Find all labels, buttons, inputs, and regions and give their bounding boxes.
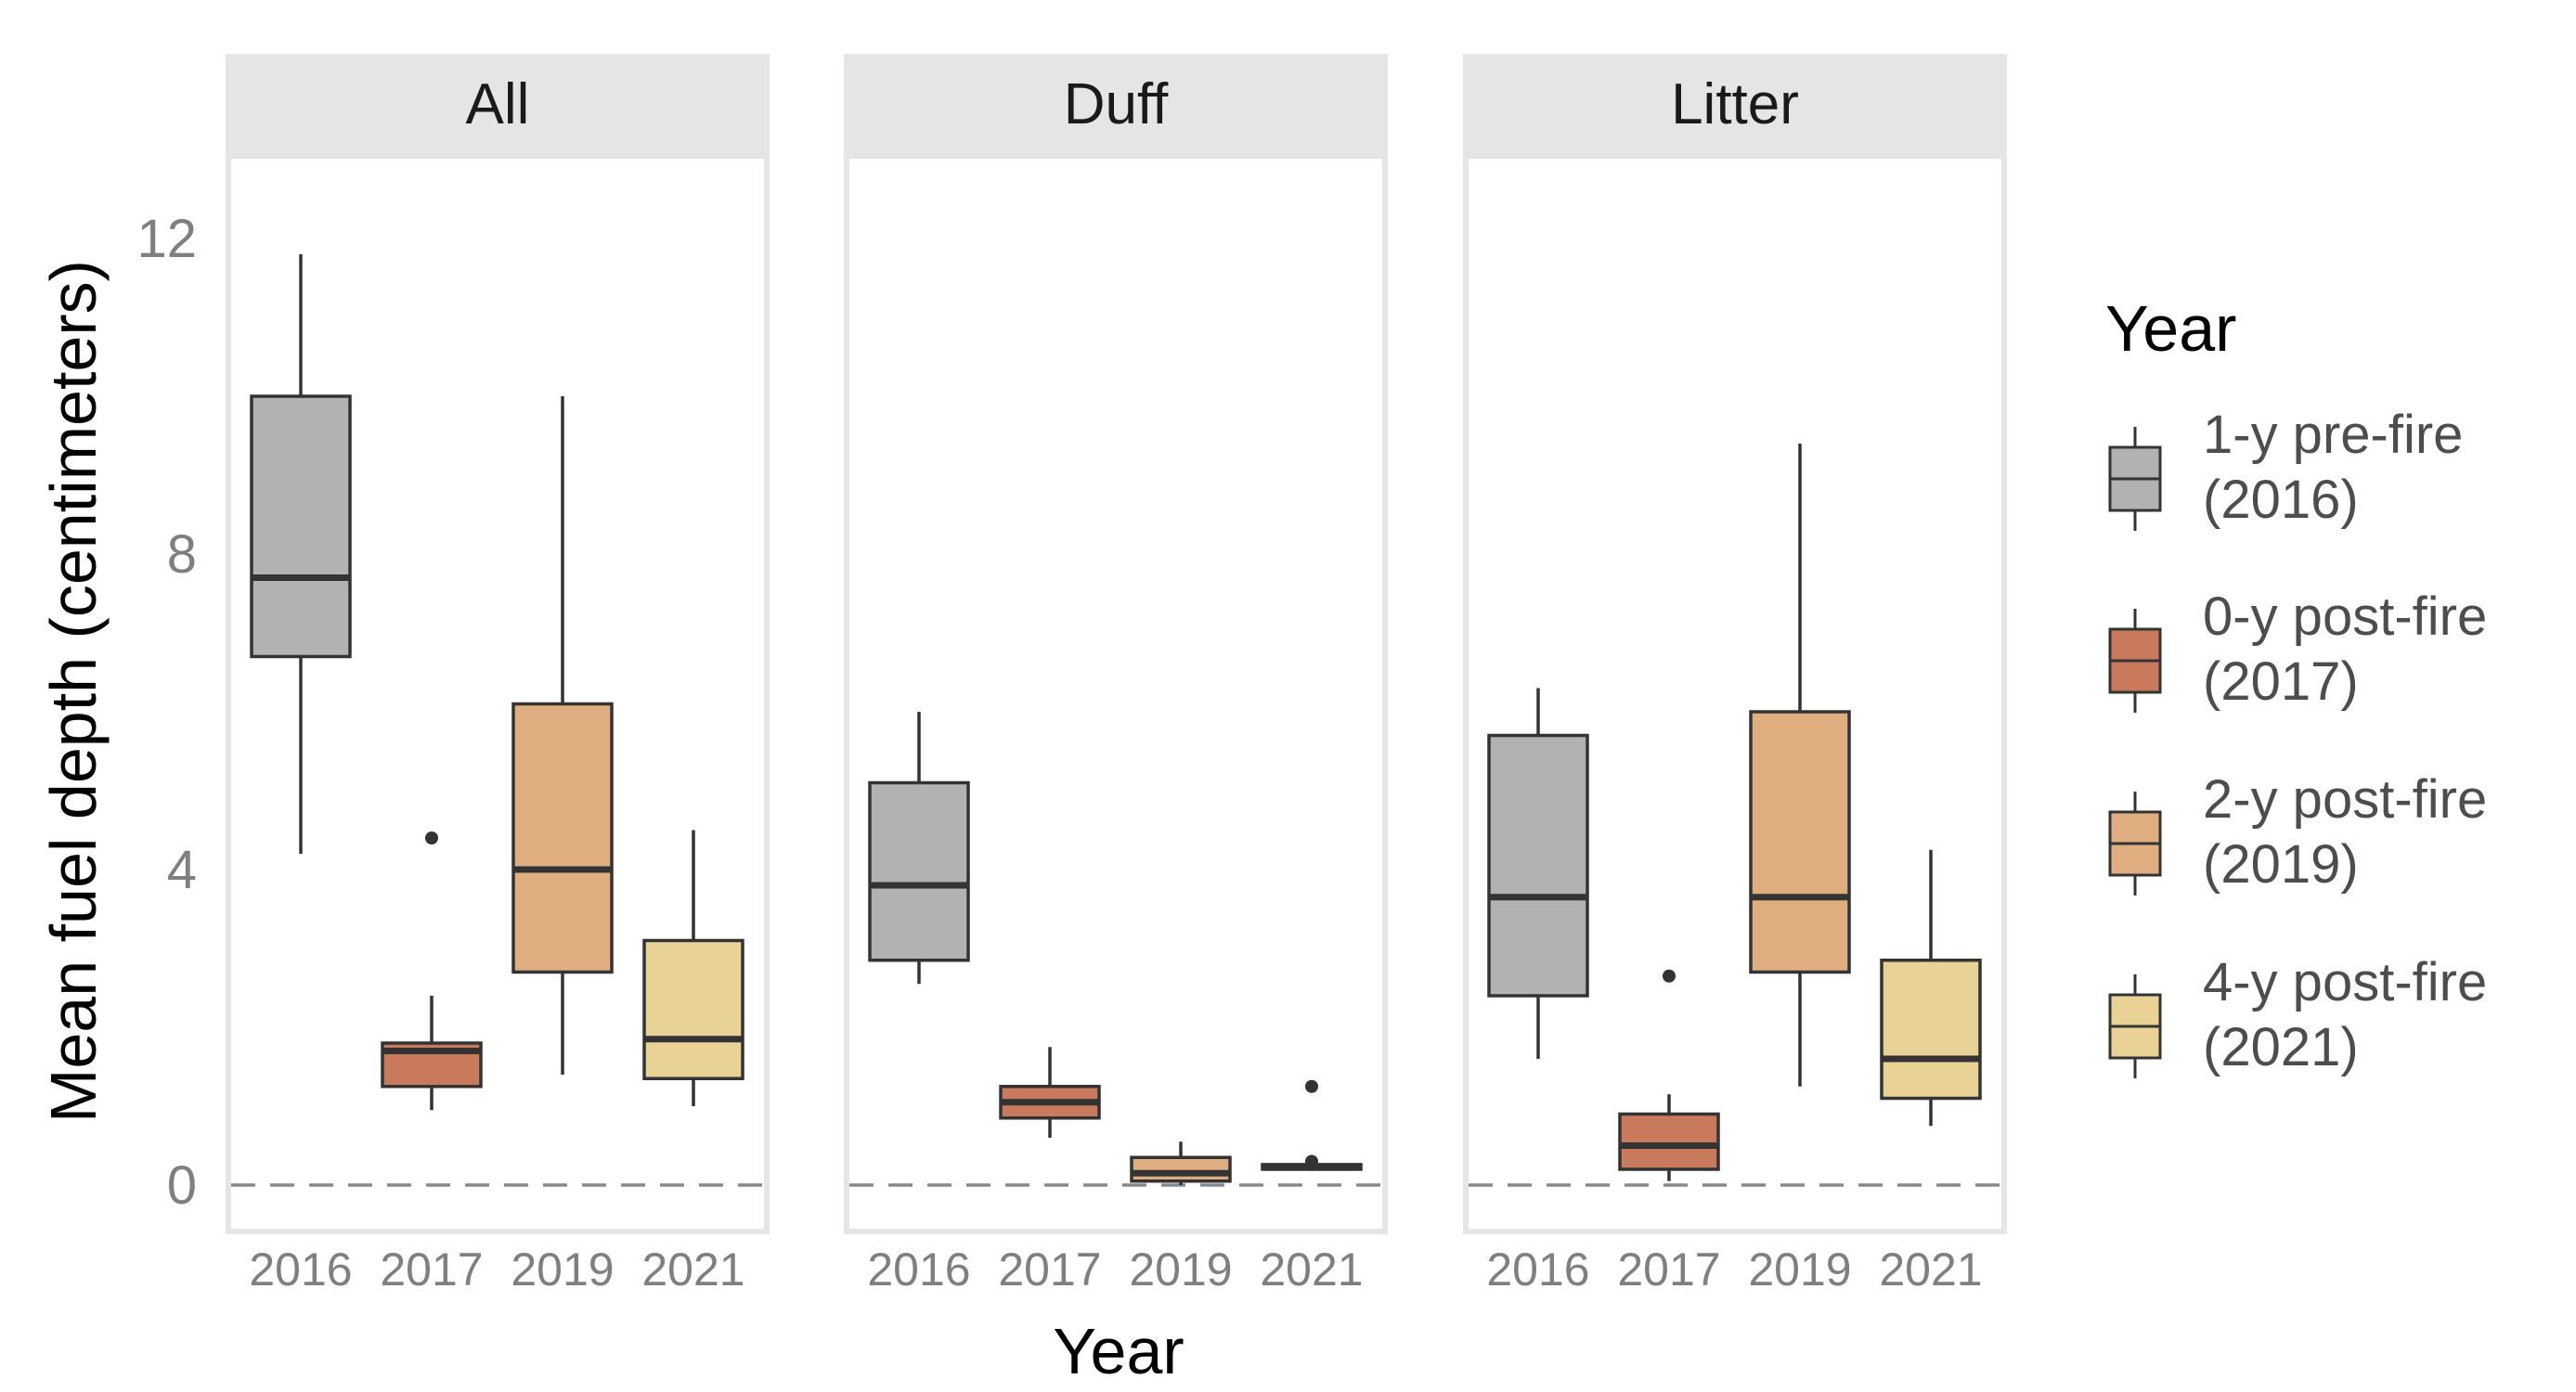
x-tick-label: 2021 <box>1879 1244 1982 1295</box>
legend-item-2021: 4-y post-fire(2021) <box>2108 952 2487 1078</box>
box-duff-2019 <box>1130 1141 1232 1185</box>
box-iqr <box>1130 1155 1232 1183</box>
box-duff-2016 <box>868 712 970 985</box>
box-iqr <box>1880 959 1982 1101</box>
y-tick-label: 0 <box>167 1155 197 1216</box>
x-tick-label: 2021 <box>641 1244 744 1295</box>
legend-label-line1: 0-y post-fire <box>2203 586 2487 647</box>
legend-item-2016: 1-y pre-fire(2016) <box>2108 405 2463 531</box>
x-tick-label: 2016 <box>249 1244 352 1295</box>
x-tick-label: 2016 <box>867 1244 970 1295</box>
outlier-point <box>425 831 438 844</box>
facet-panel-all: All 2016 2017 2019 2021 <box>226 54 770 1295</box>
outlier-point <box>1305 1079 1318 1093</box>
x-tick-label: 2017 <box>380 1244 483 1295</box>
legend-label-line2: (2016) <box>2203 470 2359 530</box>
x-tick-label: 2021 <box>1260 1244 1363 1295</box>
x-tick-label: 2019 <box>1129 1244 1232 1295</box>
box-iqr <box>250 394 352 659</box>
legend-label-line2: (2019) <box>2203 834 2359 895</box>
x-tick-label: 2017 <box>1617 1244 1720 1295</box>
y-axis-title: Mean fuel depth (centimeters) <box>37 260 110 1123</box>
panel-border <box>844 153 1388 1234</box>
box-all-2019 <box>511 396 614 1075</box>
box-duff-2021 <box>1261 1079 1363 1171</box>
legend-title: Year <box>2105 292 2236 365</box>
outlier-point <box>1663 969 1676 983</box>
y-tick-label: 8 <box>167 524 197 585</box>
facet-strip-label: Litter <box>1671 72 1799 136</box>
box-litter-2017 <box>1618 969 1720 1181</box>
box-iqr <box>868 780 970 962</box>
facet-strip <box>1463 54 2007 156</box>
facet-strip-label: Duff <box>1064 72 1169 136</box>
legend-label-line1: 2-y post-fire <box>2203 769 2487 830</box>
x-axis-title: Year <box>1053 1315 1184 1387</box>
box-all-2016 <box>250 254 352 854</box>
legend-label-line1: 1-y pre-fire <box>2203 405 2463 465</box>
facet-strip <box>226 54 770 156</box>
box-all-2017 <box>381 831 483 1111</box>
y-tick-label: 12 <box>136 209 197 269</box>
facet-strip <box>844 54 1388 156</box>
box-litter-2021 <box>1880 849 1982 1127</box>
x-tick-label: 2017 <box>998 1244 1101 1295</box>
box-iqr <box>1749 710 1851 974</box>
legend-item-2017: 0-y post-fire(2017) <box>2108 586 2487 713</box>
x-tick-label: 2019 <box>1748 1244 1851 1295</box>
outlier-point <box>1305 1154 1318 1168</box>
box-litter-2016 <box>1487 688 1589 1059</box>
legend-label-line2: (2017) <box>2203 651 2359 712</box>
x-tick-label: 2016 <box>1486 1244 1589 1295</box>
legend: Year 1-y pre-fire(2016)0-y post-fire(201… <box>2105 292 2487 1078</box>
box-iqr <box>1487 733 1589 998</box>
legend-label-line2: (2021) <box>2203 1017 2359 1077</box>
box-iqr <box>642 938 744 1080</box>
facet-strip-label: All <box>466 72 530 136</box>
legend-item-2019: 2-y post-fire(2019) <box>2108 769 2487 896</box>
y-axis: 0 4 8 12 <box>136 209 197 1216</box>
box-litter-2019 <box>1749 444 1851 1087</box>
facet-panel-litter: Litter 2016 2017 2019 2021 <box>1463 54 2007 1295</box>
legend-label-line1: 4-y post-fire <box>2203 952 2487 1012</box>
box-iqr <box>511 702 614 974</box>
box-all-2021 <box>642 830 744 1106</box>
box-duff-2017 <box>999 1047 1101 1138</box>
y-tick-label: 4 <box>167 840 197 900</box>
facet-panel-duff: Duff 2016 2017 2019 2021 <box>844 54 1388 1295</box>
box-iqr <box>1618 1112 1720 1171</box>
x-tick-label: 2019 <box>511 1244 614 1295</box>
